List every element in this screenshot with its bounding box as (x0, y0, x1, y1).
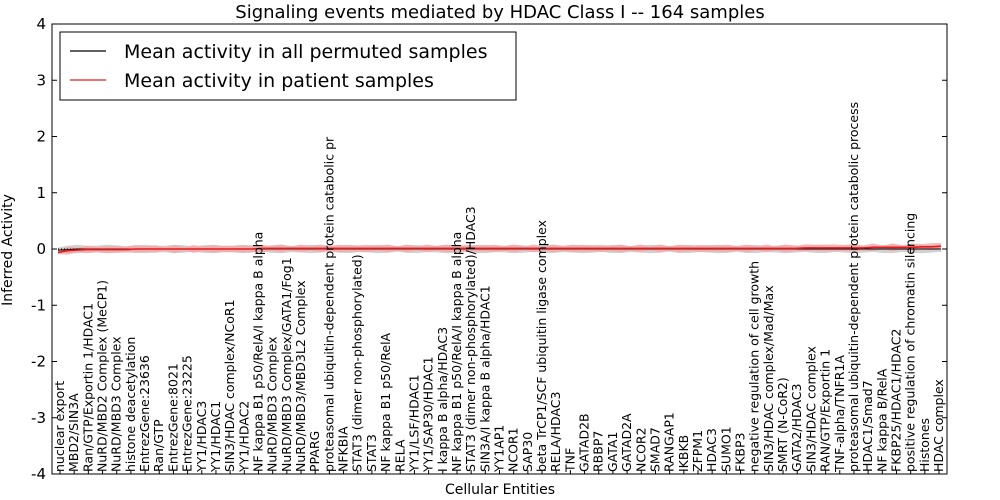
x-tick-label: ZFPM1 (690, 430, 705, 472)
legend-box (59, 31, 517, 101)
x-tick-label: EntrezGene:8021 (165, 363, 180, 472)
x-tick-label: beta TrCP1/SCF ubiquitin ligase complex (534, 220, 549, 472)
x-tick-label: HDAC1/Smad7 (860, 380, 875, 472)
x-tick-label: NuRD/MBD3 Complex/GATA1/Fog1 (279, 257, 294, 472)
x-tick-label: SMAD7 (648, 427, 663, 472)
x-tick-label: GATA1 (605, 432, 620, 472)
x-tick-labels: nuclear export MBD2/SIN3A Ran/GTP/Exportin… (52, 102, 946, 473)
x-tick-label: RELA/HDAC3 (548, 392, 563, 472)
x-tick-label: NF kappa B1 p50/RelA/I kappa B alpha (449, 232, 464, 472)
ticks: -4 -3 -2 -1 0 1 2 3 4 (31, 15, 947, 483)
x-tick-label: NFKBIA (336, 426, 351, 472)
x-tick-label: FKBP3 (733, 433, 748, 472)
x-tick-label: NuRD/MBD2 Complex (MeCP1) (95, 280, 110, 472)
y-tick-label: 2 (36, 128, 46, 146)
x-tick-label: SUMO1 (718, 426, 733, 472)
x-tick-label: FKBP25/HDAC1/HDAC2 (889, 329, 904, 472)
x-tick-label: PPARG (307, 431, 322, 472)
x-tick-label: TNF (562, 448, 577, 473)
y-tick-label: -1 (31, 296, 46, 314)
x-tick-label: Ran/GTP (151, 419, 166, 472)
patient-series-line (57, 245, 942, 254)
legend-patient-label: Mean activity in patient samples (124, 70, 434, 92)
x-tick-label: proteasomal ubiquitin-dependent protein … (321, 136, 336, 472)
x-tick-label: YY1AP1 (492, 425, 507, 473)
y-tick-label: -3 (31, 409, 46, 427)
x-tick-label: RAN/GTP/Exportin 1 (818, 349, 833, 472)
x-tick-label: proteasomal ubiquitin-dependent protein … (846, 102, 861, 472)
x-tick-label: EntrezGene:23225 (180, 355, 195, 472)
x-tick-label: NF kappa B/RelA (874, 368, 889, 472)
x-tick-label: NuRD/MBD3 Complex (265, 336, 280, 472)
x-tick-label: SIN3A/I kappa B alpha/HDAC1 (477, 285, 492, 472)
x-tick-label: YY1/HDAC2 (236, 401, 251, 473)
legend: Mean activity in all permuted samples Me… (59, 31, 517, 101)
x-tick-label: MBD2/SIN3A (66, 393, 81, 472)
x-tick-label: GATAD2B (577, 413, 592, 472)
chart-title: Signaling events mediated by HDAC Class … (235, 2, 764, 23)
plot-frame (51, 23, 948, 475)
x-tick-label: RANGAP1 (662, 412, 677, 472)
x-tick-label: STAT3 (dimer non-phosphorylated) (350, 254, 365, 472)
x-tick-label: SMRT (N-CoR2) (775, 377, 790, 472)
x-tick-label: Histones (917, 418, 932, 472)
plot-area (52, 242, 947, 255)
y-tick-label: 3 (36, 71, 46, 89)
x-tick-label: STAT3 (dimer non-phosphorylated)/HDAC3 (463, 206, 478, 472)
x-tick-label: histone deacetylation (123, 337, 138, 472)
x-tick-label: SIN3/HDAC complex/NCoR1 (222, 299, 237, 472)
x-tick-label: SAP30 (520, 432, 535, 472)
x-tick-label: NCOR2 (633, 427, 648, 472)
x-tick-label: EntrezGene:23636 (137, 355, 152, 472)
x-tick-label: I kappa B alpha/HDAC3 (435, 327, 450, 472)
x-tick-label: RELA (392, 439, 407, 472)
x-tick-label: TNF-alpha/TNFR1A (832, 355, 847, 473)
x-tick-label: NCOR1 (506, 427, 521, 472)
x-tick-label: YY1/LSF/HDAC1 (406, 374, 421, 473)
x-tick-label: SIN3/HDAC complex/Mad/Max (761, 285, 776, 472)
y-tick-label: -4 (31, 465, 46, 483)
x-axis-label: Cellular Entities (445, 482, 555, 498)
x-tick-label: NF kappa B1 p50/RelA/I kappa B alpha (251, 232, 266, 472)
x-tick-label: NuRD/MBD3/MBD3L2 Complex (293, 280, 308, 472)
x-tick-label: Ran/GTP/Exportin 1/HDAC1 (80, 303, 95, 472)
y-tick-label: 1 (36, 184, 46, 202)
x-tick-label: YY1/HDAC1 (208, 401, 223, 473)
x-tick-label: YY1/SAP30/HDAC1 (421, 356, 436, 473)
x-tick-label: NuRD/MBD3 Complex (109, 336, 124, 472)
x-tick-label: HDAC3 (704, 428, 719, 472)
x-tick-label: YY1/HDAC3 (194, 401, 209, 473)
x-tick-label: IKBKB (676, 435, 691, 472)
x-tick-label: positive regulation of chromatin silenci… (903, 213, 918, 472)
y-tick-label: -2 (31, 353, 46, 371)
x-tick-label: SIN3/HDAC complex (803, 346, 818, 472)
x-tick-label: NF kappa B1 p50/RelA (378, 332, 393, 472)
y-tick-label: 4 (36, 15, 46, 33)
x-tick-label: STAT3 (364, 434, 379, 472)
x-tick-label: negative regulation of cell growth (747, 261, 762, 472)
legend-permuted-label: Mean activity in all permuted samples (124, 41, 487, 63)
x-tick-label: RBBP7 (591, 431, 606, 472)
x-tick-label: nuclear export (52, 381, 67, 472)
x-tick-label: GATAD2A (619, 413, 634, 472)
x-tick-label: GATA2/HDAC3 (789, 384, 804, 472)
y-axis-label: Inferred Activity (0, 194, 16, 306)
y-tick-label: 0 (36, 240, 46, 258)
x-tick-label: HDAC complex (931, 379, 946, 472)
